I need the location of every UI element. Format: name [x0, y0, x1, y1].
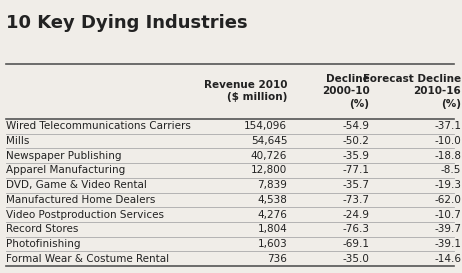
Text: -35.0: -35.0	[343, 254, 370, 264]
Text: -37.1: -37.1	[434, 121, 461, 131]
Text: 10 Key Dying Industries: 10 Key Dying Industries	[6, 14, 248, 32]
Text: DVD, Game & Video Rental: DVD, Game & Video Rental	[6, 180, 147, 190]
Text: -24.9: -24.9	[343, 210, 370, 220]
Text: Decline
2000-10
(%): Decline 2000-10 (%)	[322, 74, 370, 109]
Text: -76.3: -76.3	[343, 224, 370, 235]
Text: Formal Wear & Costume Rental: Formal Wear & Costume Rental	[6, 254, 169, 264]
Text: Forecast Decline
2010-16
(%): Forecast Decline 2010-16 (%)	[363, 74, 461, 109]
Text: -39.7: -39.7	[434, 224, 461, 235]
Text: 1,603: 1,603	[257, 239, 287, 249]
Text: Mills: Mills	[6, 136, 30, 146]
Text: -73.7: -73.7	[343, 195, 370, 205]
Text: Apparel Manufacturing: Apparel Manufacturing	[6, 165, 125, 176]
Text: 12,800: 12,800	[251, 165, 287, 176]
Text: -35.7: -35.7	[343, 180, 370, 190]
Text: Wired Telecommunications Carriers: Wired Telecommunications Carriers	[6, 121, 191, 131]
Text: Record Stores: Record Stores	[6, 224, 79, 235]
Text: 4,276: 4,276	[257, 210, 287, 220]
Text: Video Postproduction Services: Video Postproduction Services	[6, 210, 164, 220]
Text: Photofinishing: Photofinishing	[6, 239, 80, 249]
Text: -18.8: -18.8	[434, 151, 461, 161]
Text: 54,645: 54,645	[251, 136, 287, 146]
Text: -8.5: -8.5	[441, 165, 461, 176]
Text: Manufactured Home Dealers: Manufactured Home Dealers	[6, 195, 155, 205]
Text: -19.3: -19.3	[434, 180, 461, 190]
Text: -54.9: -54.9	[343, 121, 370, 131]
Text: -69.1: -69.1	[343, 239, 370, 249]
Text: -14.6: -14.6	[434, 254, 461, 264]
Text: 1,804: 1,804	[257, 224, 287, 235]
Text: Revenue 2010
($ million): Revenue 2010 ($ million)	[204, 80, 287, 102]
Text: -10.7: -10.7	[434, 210, 461, 220]
Text: 40,726: 40,726	[251, 151, 287, 161]
Text: -35.9: -35.9	[343, 151, 370, 161]
Text: -50.2: -50.2	[343, 136, 370, 146]
Text: 736: 736	[267, 254, 287, 264]
Text: -10.0: -10.0	[434, 136, 461, 146]
Text: 7,839: 7,839	[257, 180, 287, 190]
Text: Newspaper Publishing: Newspaper Publishing	[6, 151, 122, 161]
Text: -77.1: -77.1	[343, 165, 370, 176]
Text: 4,538: 4,538	[257, 195, 287, 205]
Text: 154,096: 154,096	[244, 121, 287, 131]
Text: -62.0: -62.0	[434, 195, 461, 205]
Text: -39.1: -39.1	[434, 239, 461, 249]
